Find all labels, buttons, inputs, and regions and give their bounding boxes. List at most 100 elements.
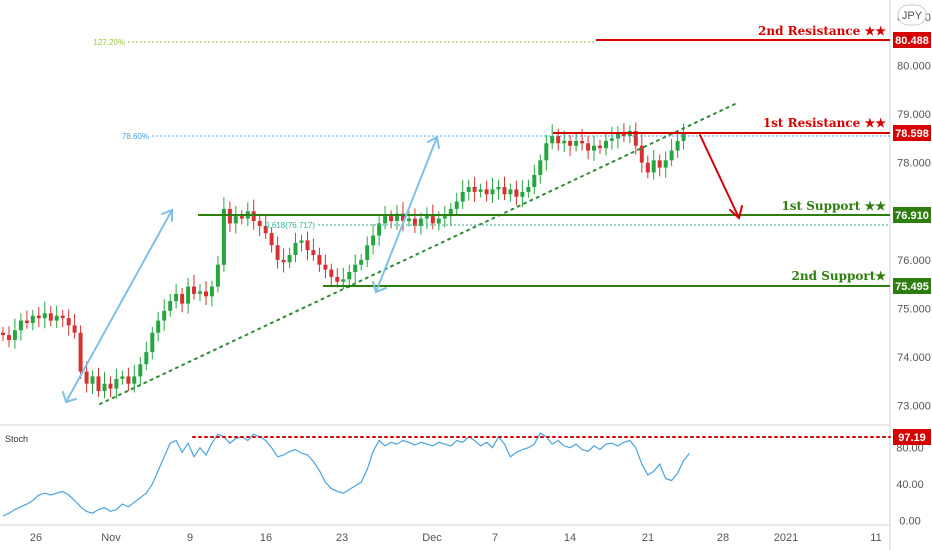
candle-body: [186, 286, 191, 304]
candle-body: [287, 255, 292, 263]
swing-arrowhead-2-top: [427, 135, 440, 149]
candle-body: [12, 330, 17, 340]
price-tick-label: 75.000: [897, 303, 931, 315]
candle-body: [401, 213, 405, 221]
second-resistance-badge: 80.488: [893, 32, 931, 48]
candle-body: [156, 320, 161, 333]
candle-body: [371, 235, 376, 246]
candle-body: [604, 140, 608, 149]
projection-arrow-line: [699, 134, 740, 219]
candle-body: [544, 143, 549, 161]
candle-body: [168, 301, 173, 311]
stoch-level-badge: 97.19: [893, 429, 931, 445]
candle-body: [48, 313, 53, 321]
first-support-value: 76.910: [895, 210, 929, 222]
candle-body: [639, 145, 644, 163]
candle-body: [269, 233, 274, 246]
candle-body: [311, 250, 316, 255]
candle-body: [263, 225, 268, 234]
candle-body: [132, 376, 137, 384]
candle-body: [556, 136, 561, 144]
time-tick-label: 7: [492, 532, 498, 544]
candle-body: [329, 269, 334, 277]
time-tick-label: 9: [187, 532, 193, 544]
time-tick-label: 28: [717, 532, 729, 544]
time-tick-label: 2021: [774, 532, 798, 544]
candle-body: [454, 201, 459, 209]
candle-body: [365, 245, 370, 260]
candle-body: [227, 208, 232, 224]
fib-label: 0.618(76.717): [265, 221, 315, 230]
candle-body: [96, 376, 101, 391]
price-tick-label: 74.000: [897, 352, 931, 364]
time-tick-label: Dec: [422, 532, 442, 544]
candle-body: [580, 140, 585, 144]
stoch-tick-label: 80.00: [896, 443, 924, 455]
candle-body: [651, 160, 656, 173]
projection-arrowhead: [729, 205, 743, 220]
price-tick-label: 80.000: [897, 61, 931, 73]
candle-body: [598, 145, 602, 149]
second-resistance-value: 80.488: [895, 35, 929, 47]
price-tick-label: 73.000: [897, 401, 931, 413]
candle-body: [341, 279, 346, 282]
candle-body: [42, 313, 47, 319]
candle-body: [1, 332, 5, 336]
candle-body: [335, 276, 340, 282]
candle-body: [174, 293, 179, 302]
candle-body: [484, 189, 489, 195]
candle-body: [180, 293, 185, 304]
candle-body: [407, 218, 411, 221]
candle-body: [490, 189, 495, 195]
candle-body: [478, 189, 483, 192]
candle-body: [198, 291, 202, 294]
swing-arrowhead-2-bottom: [372, 281, 387, 294]
candle-body: [281, 259, 286, 263]
candle-body: [150, 332, 155, 353]
candle-body: [251, 211, 256, 221]
first-resistance-label: 1st Resistance ★★: [763, 116, 886, 130]
stoch-line: [2, 432, 690, 517]
candle-body: [550, 136, 555, 144]
price-tick-label: 79.000: [897, 109, 931, 121]
candle-body: [472, 187, 477, 192]
candle-body: [675, 140, 680, 151]
first-resistance-value: 78.598: [895, 128, 929, 140]
candle-body: [389, 216, 394, 221]
stochastic-axis: 80.00 40.00 0.00: [896, 443, 924, 528]
price-candles: [1, 122, 686, 399]
candle-body: [54, 315, 59, 321]
ascending-trendline: [99, 103, 736, 405]
swing-arrowhead-1-bottom: [62, 391, 77, 404]
candle-body: [502, 187, 507, 195]
second-resistance-label: 2nd Resistance ★★: [758, 24, 886, 38]
candle-body: [442, 216, 447, 219]
candle-body: [18, 320, 23, 331]
fibonacci-levels: 127.20% 78.60% 0.618(76.717): [93, 38, 890, 230]
candle-body: [395, 213, 399, 221]
candle-body: [209, 286, 214, 297]
candle-body: [162, 310, 167, 321]
candle-body: [275, 245, 280, 260]
time-tick-label: 11: [870, 532, 881, 544]
candle-body: [90, 376, 95, 384]
candle-body: [72, 325, 77, 333]
candle-body: [317, 255, 322, 265]
time-tick-label: 23: [336, 532, 348, 544]
candle-body: [574, 140, 579, 146]
candle-body: [138, 364, 143, 377]
candle-body: [657, 160, 662, 168]
stoch-label: Stoch: [5, 434, 28, 444]
currency-badge[interactable]: JPY: [897, 4, 927, 26]
candle-body: [120, 376, 125, 379]
fib-label: 127.20%: [93, 38, 125, 47]
candle-body: [592, 145, 596, 151]
candle-body: [377, 223, 382, 236]
candle-body: [412, 218, 417, 226]
candle-body: [36, 315, 41, 319]
candle-body: [323, 264, 328, 270]
candle-body: [466, 187, 471, 192]
first-support-label: 1st Support ★★: [781, 199, 886, 213]
candle-body: [562, 140, 567, 144]
